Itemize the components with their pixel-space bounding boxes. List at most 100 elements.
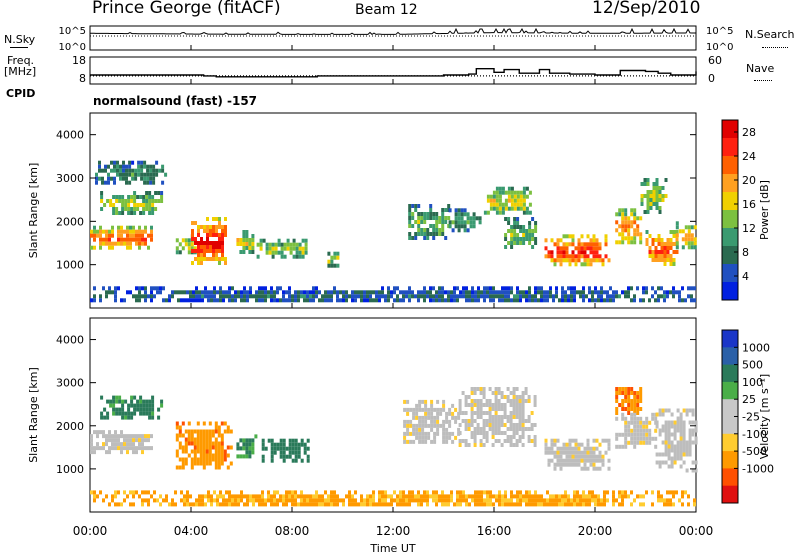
power-cell xyxy=(145,191,149,195)
power-cell xyxy=(306,290,309,295)
power-cell xyxy=(192,294,195,299)
power-cell xyxy=(513,294,516,299)
power-cell xyxy=(429,204,433,208)
velocity-cell xyxy=(571,462,575,467)
velocity-colorbar-label: 25 xyxy=(742,393,756,406)
velocity-cell xyxy=(187,453,191,458)
velocity-cell xyxy=(184,441,188,446)
power-cell xyxy=(595,254,599,259)
velocity-cell xyxy=(451,439,455,444)
xtick-label: 12:00 xyxy=(376,524,411,538)
power-cell xyxy=(649,202,653,206)
velocity-cell xyxy=(458,399,462,403)
velocity-cell xyxy=(669,502,672,507)
velocity-cell xyxy=(519,490,522,495)
velocity-cell xyxy=(186,502,189,507)
power-cell xyxy=(600,290,603,295)
power-cell xyxy=(684,233,688,238)
power-cell xyxy=(432,232,436,236)
velocity-cell xyxy=(246,494,249,499)
power-cell xyxy=(240,290,243,295)
velocity-cell xyxy=(533,395,537,399)
power-cell xyxy=(146,164,150,169)
power-cell xyxy=(411,212,415,216)
power-cell xyxy=(218,221,221,225)
velocity-cell xyxy=(196,449,200,454)
power-cell xyxy=(218,261,221,265)
velocity-cell xyxy=(220,449,224,454)
power-cell xyxy=(693,298,696,303)
velocity-cell xyxy=(102,430,105,435)
velocity-cell xyxy=(618,444,622,449)
velocity-cell xyxy=(207,494,210,499)
power-cell xyxy=(301,254,305,259)
power-cell xyxy=(534,286,537,291)
power-cell xyxy=(408,298,411,303)
velocity-cell xyxy=(339,498,342,503)
velocity-cell xyxy=(153,490,156,495)
power-cell xyxy=(99,237,102,242)
power-cell xyxy=(161,164,165,169)
velocity-cell xyxy=(336,494,339,499)
velocity-cell xyxy=(261,458,265,463)
velocity-cell xyxy=(464,443,468,447)
power-cell xyxy=(525,294,528,299)
power-cell xyxy=(531,237,535,241)
power-cell xyxy=(197,225,200,229)
velocity-cell xyxy=(330,490,333,495)
power-cell xyxy=(586,258,590,263)
velocity-cell xyxy=(412,427,416,432)
velocity-cell xyxy=(618,403,622,407)
power-cell xyxy=(568,242,572,247)
velocity-cell xyxy=(429,494,432,499)
power-cell xyxy=(672,234,676,238)
velocity-cell xyxy=(273,490,276,495)
power-cell xyxy=(661,194,665,198)
power-cell xyxy=(132,229,135,234)
velocity-cell xyxy=(430,403,434,408)
velocity-cell xyxy=(682,424,686,429)
power-cell xyxy=(621,236,625,241)
power-cell xyxy=(645,286,648,291)
velocity-cell xyxy=(421,399,425,404)
power-cell xyxy=(687,241,691,246)
power-cell xyxy=(432,298,435,303)
xtick-label: 04:00 xyxy=(174,524,209,538)
velocity-cell xyxy=(201,502,204,507)
power-cell xyxy=(414,204,418,208)
power-cell xyxy=(408,236,412,240)
velocity-cell xyxy=(105,438,108,443)
velocity-cell xyxy=(406,419,410,424)
velocity-cell xyxy=(345,494,348,499)
power-cell xyxy=(513,206,517,211)
velocity-cell xyxy=(102,446,105,451)
velocity-cell xyxy=(178,425,182,430)
velocity-cell xyxy=(105,434,108,439)
power-cell xyxy=(663,242,667,246)
velocity-cell xyxy=(534,490,537,495)
velocity-cell xyxy=(121,415,125,420)
power-cell xyxy=(276,290,279,295)
velocity-cell xyxy=(424,419,428,424)
velocity-cell xyxy=(196,457,200,462)
velocity-cell xyxy=(210,502,213,507)
velocity-cell xyxy=(679,456,683,461)
velocity-cell xyxy=(603,502,606,507)
velocity-cell xyxy=(193,461,197,466)
velocity-cell xyxy=(642,436,646,441)
velocity-cell xyxy=(106,399,110,404)
velocity-cell xyxy=(190,457,194,462)
power-cell xyxy=(564,290,567,295)
velocity-cell xyxy=(655,420,659,425)
velocity-cell xyxy=(488,419,492,423)
velocity-cell xyxy=(423,494,426,499)
velocity-cell xyxy=(118,411,122,416)
velocity-cell xyxy=(567,502,570,507)
power-cell xyxy=(474,298,477,303)
power-cell xyxy=(646,198,650,202)
power-cell xyxy=(115,207,119,211)
velocity-cell xyxy=(488,407,492,411)
power-cell xyxy=(222,290,225,295)
power-cell xyxy=(583,262,587,267)
power-cell xyxy=(582,294,585,299)
